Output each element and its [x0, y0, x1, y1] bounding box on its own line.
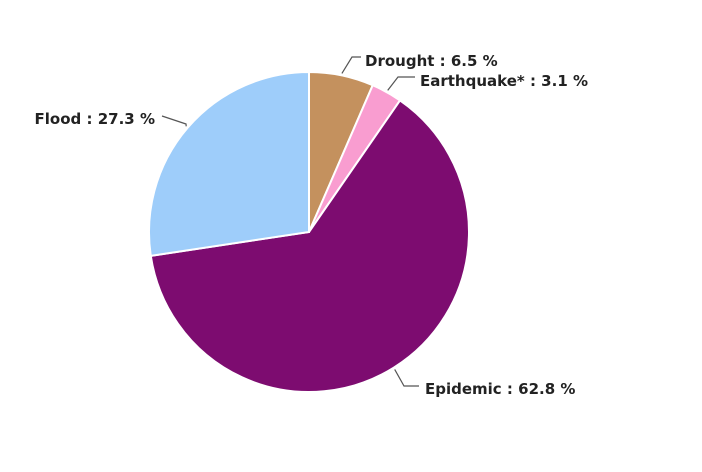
label-epidemic: Epidemic : 62.8 %: [425, 380, 575, 398]
leader-line-drought: [341, 56, 361, 74]
leader-line-epidemic: [394, 369, 419, 387]
pie-slice-flood: [148, 70, 310, 257]
label-drought: Drought : 6.5 %: [365, 52, 498, 70]
pie-slice-epidemic: [149, 99, 470, 393]
label-flood: Flood : 27.3 %: [35, 110, 155, 128]
leader-line-earthquake: [387, 76, 415, 91]
label-earthquake: Earthquake* : 3.1 %: [420, 72, 588, 90]
leader-line-flood: [161, 115, 187, 127]
